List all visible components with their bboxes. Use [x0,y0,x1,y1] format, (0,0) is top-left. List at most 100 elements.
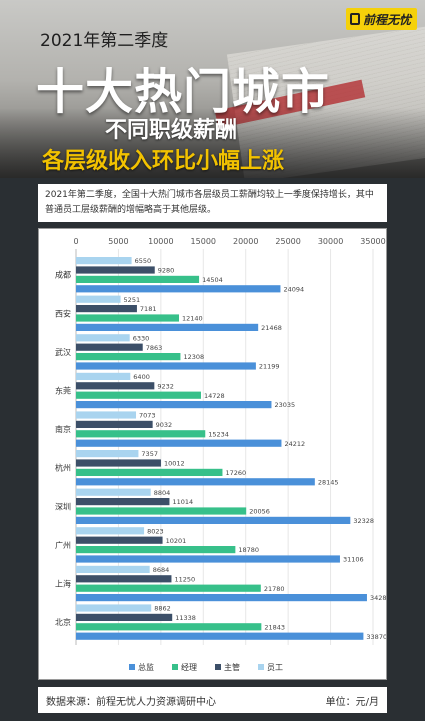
bar-员工 [76,257,132,265]
data-label: 12140 [182,315,203,323]
x-tick-label: 20000 [233,237,258,246]
category-label: 武汉 [55,347,71,357]
brand-logo: 前程无忧 [345,8,417,30]
bar-总监 [76,594,367,602]
bar-主管 [76,343,143,351]
category-label: 上海 [55,579,71,589]
category-label: 西安 [55,308,71,318]
legend-swatch-经理 [172,664,178,670]
bar-主管 [76,498,170,506]
legend-label: 经理 [181,662,197,672]
data-label: 33870 [366,633,386,641]
data-label: 8023 [147,527,164,535]
x-tick-label: 10000 [148,237,173,246]
legend-label: 总监 [138,662,154,672]
period-label: 2021年第二季度 [40,31,169,51]
bar-员工 [76,450,139,458]
bar-员工 [76,295,121,303]
data-source: 数据来源：前程无忧人力资源调研中心 [46,696,216,708]
x-tick-label: 15000 [191,237,216,246]
bar-总监 [76,323,259,331]
bar-主管 [76,305,137,313]
data-label: 28145 [318,478,339,486]
data-label: 7181 [140,305,157,313]
chart-canvas: 0 5000 10000 15000 20000 25000 30000 35000 成都 655… [55,237,386,672]
bar-经理 [76,546,236,554]
data-label: 14504 [202,276,223,284]
bar-员工 [76,527,145,535]
bar-主管 [76,266,155,274]
data-label: 17260 [225,469,246,477]
data-label: 7863 [146,344,163,352]
data-label: 9280 [158,267,175,275]
data-label: 15234 [208,430,229,438]
data-label: 7073 [139,412,156,420]
footer: 数据来源：前程无忧人力资源调研中心 单位：元/月 [38,687,387,713]
data-label: 8684 [153,566,170,574]
data-label: 7357 [141,450,158,458]
bar-员工 [76,372,131,380]
bar-经理 [76,623,262,631]
bar-经理 [76,468,223,476]
logo-text: 前程无忧 [362,12,411,27]
data-label: 20056 [249,508,270,516]
data-label: 24094 [283,285,304,293]
data-label: 11338 [175,614,196,622]
bar-主管 [76,613,173,621]
legend-swatch-员工 [258,664,264,670]
legend-label: 主管 [224,662,240,672]
data-label: 21843 [264,623,285,631]
bar-主管 [76,575,172,583]
data-label: 6400 [133,373,150,381]
bar-经理 [76,584,261,592]
category-label: 南京 [55,424,71,434]
data-label: 21199 [259,363,280,371]
category-label: 深圳 [55,501,71,511]
data-label: 32328 [353,517,374,525]
category-label: 成都 [55,270,71,280]
bar-经理 [76,391,201,399]
logo-icon [349,13,360,25]
category-label: 杭州 [55,463,71,473]
data-label: 31106 [343,556,364,564]
data-label: 8804 [154,489,171,497]
category-label: 广州 [55,540,71,550]
bar-员工 [76,334,130,342]
bar-总监 [76,555,340,563]
subtitle-primary: 不同职级薪酬 [105,118,238,143]
data-label: 14728 [204,392,225,400]
bar-员工 [76,604,152,612]
data-label: 6330 [133,334,150,342]
bar-总监 [76,632,364,640]
bar-总监 [76,516,351,524]
bar-员工 [76,565,150,573]
x-tick-label: 35000 [360,237,385,246]
data-label: 34289 [370,594,386,602]
bar-总监 [76,439,282,447]
bar-经理 [76,507,247,515]
bar-经理 [76,314,180,322]
data-label: 18780 [238,546,259,554]
bar-总监 [76,478,315,486]
bar-员工 [76,411,137,419]
x-tick-label: 30000 [318,237,343,246]
data-label: 11014 [172,498,193,506]
data-label: 21468 [261,324,282,332]
x-tick-label: 5000 [108,237,128,246]
category-label: 东莞 [55,386,71,396]
data-label: 11250 [174,575,195,583]
bar-主管 [76,459,161,467]
bar-总监 [76,362,256,370]
data-label: 21780 [264,585,285,593]
bar-经理 [76,353,181,361]
bar-经理 [76,430,206,438]
data-label: 12308 [183,353,204,361]
bar-员工 [76,488,151,496]
data-label: 24212 [284,440,305,448]
bar-经理 [76,275,200,283]
page-title: 十大热门城市 [36,64,331,120]
header-shade [0,108,425,178]
x-tick-label: 25000 [275,237,300,246]
subtitle-secondary: 各层级收入环比小幅上涨 [42,149,285,174]
salary-chart: 0 5000 10000 15000 20000 25000 30000 35000 成都 655… [38,228,387,680]
